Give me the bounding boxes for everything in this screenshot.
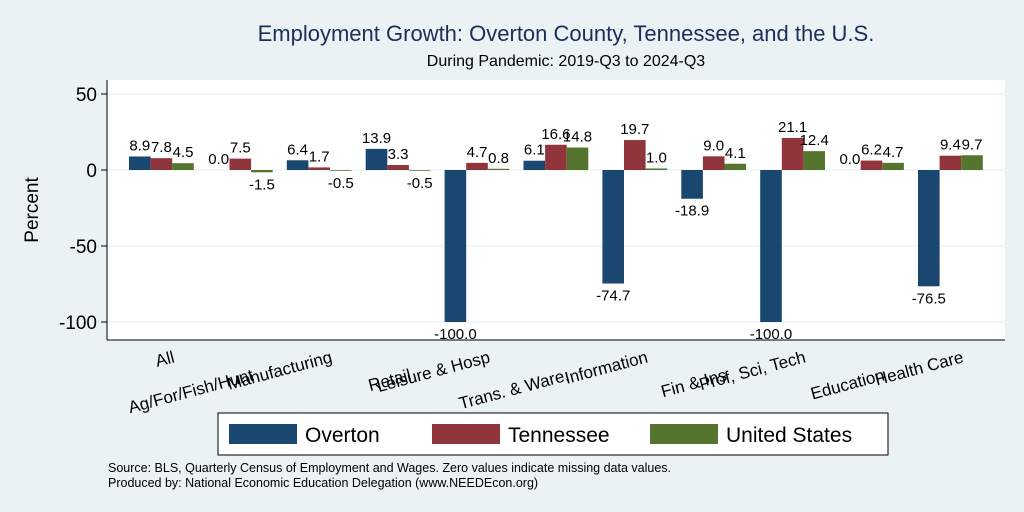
y-tick-label: 50	[76, 85, 97, 106]
bar-overton	[760, 170, 782, 322]
data-label: 12.4	[800, 132, 829, 149]
data-label: 0.0	[208, 151, 229, 168]
data-labels: 8.9 7.8 4.5 0.07.5-1.56.4 1.7-0.513.93.3-0.5…	[129, 119, 982, 343]
data-label: 0.0	[839, 151, 860, 168]
data-label: -0.5	[407, 175, 433, 192]
legend-label: Overton	[305, 424, 380, 447]
x-tick-label: Manufacturing	[225, 348, 334, 394]
bar-tennessee	[229, 158, 252, 170]
data-label: -74.7	[596, 288, 630, 305]
data-label: -1.5	[249, 176, 275, 193]
data-label: 19.7	[620, 121, 649, 138]
plot-area	[107, 80, 1005, 340]
bar-united-states	[803, 151, 825, 170]
bar-united-states	[251, 170, 273, 173]
legend: Overton Tennessee United States	[217, 412, 889, 456]
legend-swatch	[229, 424, 297, 444]
bar-united-states	[408, 170, 431, 171]
data-label: -18.9	[675, 203, 709, 220]
bar-united-states	[645, 168, 668, 170]
bars	[129, 137, 983, 322]
data-label: 14.8	[563, 129, 592, 146]
data-label: -100.0	[434, 326, 477, 343]
bar-united-states	[172, 163, 194, 170]
data-label: 6.4	[287, 141, 308, 158]
bar-united-states	[961, 155, 983, 170]
x-tick-label: Trans. & Ware.	[457, 366, 571, 414]
data-label: 13.9	[362, 130, 391, 147]
data-label: 6.1	[524, 142, 545, 159]
y-axis-ticks: 50 0 -50 -100	[59, 85, 107, 334]
data-label: 4.5	[173, 144, 194, 161]
bar-tennessee	[545, 144, 567, 170]
data-label: 0.8	[488, 150, 509, 167]
bar-overton	[918, 170, 940, 287]
bar-overton	[523, 160, 546, 170]
data-label: 9.4	[940, 137, 961, 154]
y-tick-label: -50	[70, 237, 97, 258]
x-tick-label: Prof, Sci, Tech	[697, 348, 807, 395]
bar-tennessee	[702, 156, 725, 170]
bar-overton	[365, 148, 388, 170]
x-tick-label: Health Care	[873, 348, 966, 390]
data-label: -0.5	[328, 175, 354, 192]
bar-united-states	[487, 168, 510, 170]
data-label: 6.2	[861, 142, 882, 159]
data-label: 1.7	[309, 148, 330, 165]
bar-overton	[681, 170, 703, 199]
legend-swatch	[432, 424, 500, 444]
data-label: 4.1	[725, 145, 746, 162]
bar-overton	[286, 160, 309, 170]
chart-subtitle: During Pandemic: 2019-Q3 to 2024-Q3	[427, 53, 705, 70]
bar-tennessee	[150, 158, 173, 170]
data-label: 7.8	[151, 139, 172, 156]
y-axis-title: Percent	[22, 177, 43, 243]
producer-note: Produced by: National Economic Education…	[108, 476, 538, 490]
legend-label: United States	[726, 424, 852, 447]
bar-tennessee	[939, 155, 962, 170]
data-label: -100.0	[750, 326, 793, 343]
data-label: 4.7	[467, 144, 488, 161]
data-label: 21.1	[778, 119, 807, 136]
bar-united-states	[882, 162, 904, 170]
y-tick-label: 0	[86, 161, 97, 182]
data-label: -76.5	[912, 290, 946, 307]
bar-united-states	[330, 170, 352, 171]
legend-swatch	[650, 424, 718, 444]
bar-tennessee	[781, 137, 804, 170]
bar-tennessee	[466, 162, 488, 170]
x-tick-label: Information	[563, 348, 650, 388]
data-label: 9.0	[703, 137, 724, 154]
data-label: 3.3	[388, 146, 409, 163]
bar-tennessee	[860, 160, 883, 170]
data-label: 16.6	[541, 126, 570, 143]
bar-tennessee	[308, 167, 330, 170]
legend-box	[217, 412, 889, 456]
legend-label: Tennessee	[508, 424, 610, 447]
bar-tennessee	[624, 140, 646, 170]
bar-overton	[444, 170, 467, 322]
bar-overton	[129, 156, 151, 170]
bar-united-states	[724, 163, 747, 170]
data-label: 7.5	[230, 140, 251, 157]
data-label: 1.0	[646, 149, 667, 166]
bar-tennessee	[387, 164, 409, 170]
y-tick-label: -100	[59, 313, 97, 334]
bar-overton	[602, 170, 624, 284]
source-note: Source: BLS, Quarterly Census of Employm…	[108, 461, 671, 475]
data-label: 4.7	[883, 144, 904, 161]
data-label: 8.9	[129, 137, 150, 154]
bar-united-states	[566, 147, 589, 170]
x-tick-label: All	[153, 348, 176, 371]
data-label: 9.7	[962, 136, 983, 153]
chart-title: Employment Growth: Overton County, Tenne…	[258, 21, 875, 46]
